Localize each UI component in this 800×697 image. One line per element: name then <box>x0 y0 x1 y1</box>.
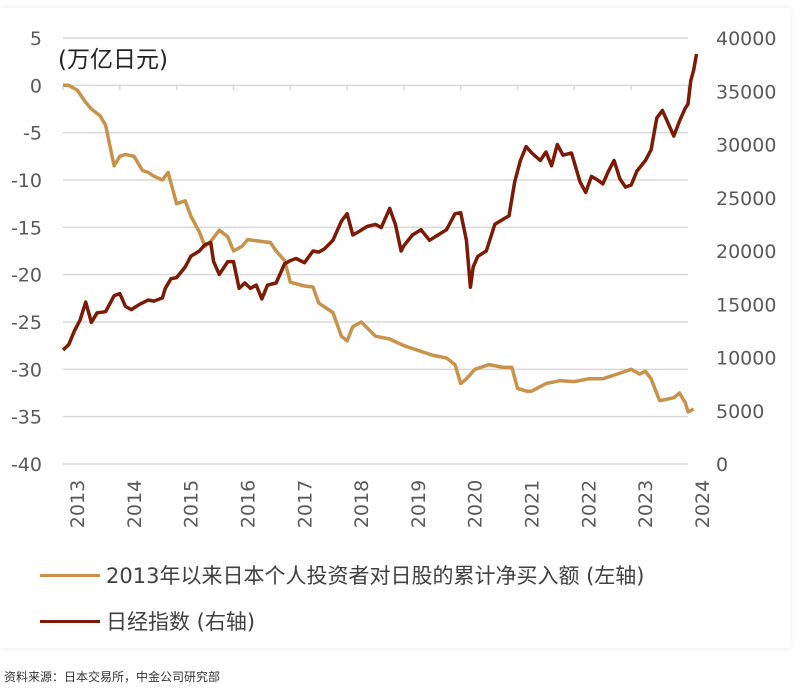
x-axis-tick-label: 2015 <box>181 480 203 528</box>
left-axis-tick-label: -5 <box>23 123 42 145</box>
left-axis-tick-label: -25 <box>11 312 42 334</box>
x-axis-tick-label: 2024 <box>692 480 714 528</box>
legend-label-net-buy: 2013年以来日本个人投资者对日股的累计净买入额 (左轴) <box>106 564 645 588</box>
legend-item-net-buy: 2013年以来日本个人投资者对日股的累计净买入额 (左轴) <box>40 560 645 590</box>
left-axis-tick-label: -30 <box>11 359 42 381</box>
right-axis-tick-label: 15000 <box>716 294 776 316</box>
source-note: 资料来源：日本交易所，中金公司研究部 <box>4 670 221 684</box>
legend-item-nikkei: 日经指数 (右轴) <box>40 606 255 636</box>
x-axis-tick-label: 2023 <box>635 480 657 528</box>
right-axis-tick-label: 25000 <box>716 188 776 210</box>
series-line-nikkei <box>61 53 699 352</box>
legend-label-nikkei: 日经指数 (右轴) <box>106 610 256 634</box>
left-axis-tick-label: -15 <box>11 217 42 239</box>
left-axis-tick-label: -20 <box>11 265 42 287</box>
right-axis-tick-label: 30000 <box>716 135 776 157</box>
legend-swatch-net-buy <box>40 573 100 577</box>
legend-swatch-nikkei <box>40 619 100 623</box>
x-axis-tick-label: 2013 <box>67 480 89 528</box>
x-axis-tick-label: 2014 <box>124 480 146 528</box>
series-line-net-buy <box>63 83 695 414</box>
right-axis-tick-label: 0 <box>716 454 728 476</box>
x-axis-tick-label: 2022 <box>578 480 600 528</box>
right-axis-tick-label: 10000 <box>716 348 776 370</box>
x-axis-tick-label: 2016 <box>237 480 259 528</box>
left-axis-tick-label: -10 <box>11 170 42 192</box>
right-axis-tick-label: 5000 <box>716 401 764 423</box>
x-axis-tick-label: 2021 <box>522 480 544 528</box>
x-axis-tick-label: 2019 <box>408 480 430 528</box>
left-axis-unit-label: (万亿日元) <box>58 47 168 73</box>
right-axis-tick-label: 40000 <box>716 28 776 50</box>
x-axis-tick-label: 2018 <box>351 480 373 528</box>
x-axis-tick-label: 2017 <box>294 480 316 528</box>
left-axis-tick-label: -35 <box>11 407 42 429</box>
left-axis-tick-label: -40 <box>11 454 42 476</box>
right-axis-tick-label: 20000 <box>716 241 776 263</box>
left-axis-tick-label: 5 <box>30 28 42 50</box>
left-axis-tick-label: 0 <box>30 75 42 97</box>
right-axis-tick-label: 35000 <box>716 81 776 103</box>
x-axis-tick-label: 2020 <box>465 480 487 528</box>
